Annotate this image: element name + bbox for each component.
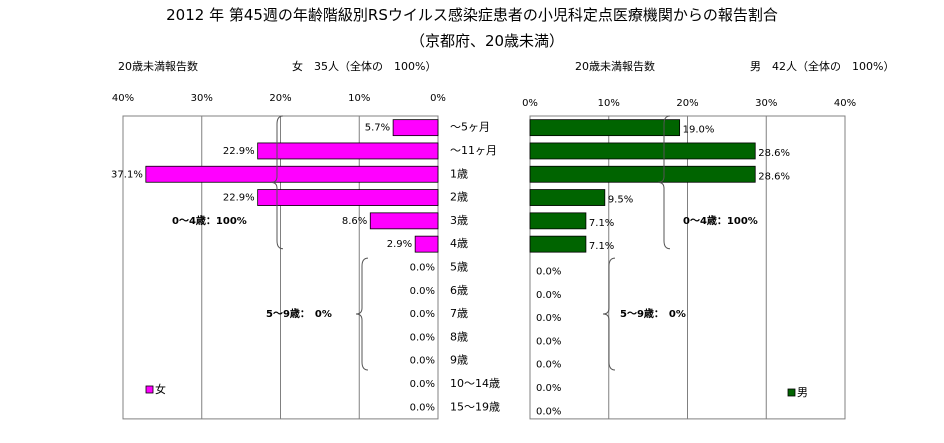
female-xtick-label: 20% (269, 93, 291, 104)
age-label: 15～19歳 (450, 400, 500, 413)
female-legend-swatch (145, 385, 154, 394)
female-annotation-0-4: 0～4歳：100% (172, 214, 247, 227)
male-data-label: 0.0% (536, 383, 561, 394)
female-xtick-label: 10% (348, 93, 370, 104)
female-data-label: 0.0% (410, 332, 435, 343)
age-label: 3歳 (450, 214, 468, 227)
female-data-label: 37.1% (111, 169, 143, 180)
female-data-label: 22.9% (223, 146, 255, 157)
female-header-label: 20歳未満報告数 (118, 60, 198, 73)
female-data-label: 0.0% (410, 356, 435, 367)
chart-subtitle: （京都府、20歳未満） (409, 32, 565, 50)
female-data-label: 0.0% (410, 309, 435, 320)
female-data-label: 0.0% (410, 262, 435, 273)
age-label: 5歳 (450, 260, 468, 273)
female-header-info: 女 35人（全体の 100%） (292, 60, 437, 73)
male-legend-swatch (787, 388, 796, 397)
male-data-label: 19.0% (683, 125, 715, 136)
age-label: 2歳 (450, 191, 468, 204)
male-data-label: 0.0% (536, 406, 561, 417)
age-label: 1歳 (450, 167, 468, 180)
male-xtick-label: 20% (676, 98, 698, 109)
male-bar (529, 165, 756, 183)
male-bar (529, 212, 587, 230)
male-bar (529, 235, 587, 253)
male-data-label: 7.1% (589, 241, 614, 252)
age-label: 9歳 (450, 354, 468, 367)
male-data-label: 0.0% (536, 360, 561, 371)
male-header-info: 男 42人（全体の 100%） (750, 60, 895, 73)
male-bar (529, 119, 681, 137)
female-xtick-label: 30% (191, 93, 213, 104)
male-legend-label: 男 (797, 386, 808, 399)
age-label: 4歳 (450, 237, 468, 250)
female-bar (257, 189, 439, 206)
female-brace-5-9 (355, 257, 369, 371)
age-label: ～11ヶ月 (450, 144, 497, 157)
male-data-label: 0.0% (536, 290, 561, 301)
female-data-label: 2.9% (387, 239, 412, 250)
female-bar (257, 142, 439, 160)
female-xtick-label: 40% (112, 93, 134, 104)
female-bar (414, 235, 439, 253)
male-xtick-label: 0% (522, 98, 538, 109)
male-header-label: 20歳未満報告数 (575, 60, 655, 73)
age-label: 10～14歳 (450, 377, 500, 390)
male-data-label: 0.0% (536, 336, 561, 347)
female-data-label: 22.9% (223, 193, 255, 204)
female-data-label: 0.0% (410, 379, 435, 390)
male-brace-5-9 (602, 257, 616, 371)
female-xtick-label: 0% (430, 93, 446, 104)
male-annotation-5-9: 5～9歳： 0% (620, 307, 686, 320)
age-label: ～5ヶ月 (450, 121, 490, 134)
female-bar (145, 165, 439, 183)
male-xtick-label: 10% (598, 98, 620, 109)
male-data-label: 28.6% (758, 148, 790, 159)
female-data-label: 5.7% (365, 123, 390, 134)
male-annotation-0-4: 0～4歳：100% (683, 214, 758, 227)
female-bar (369, 212, 439, 230)
male-xtick-label: 40% (834, 98, 856, 109)
chart-title: 2012 年 第45週の年齢階級別RSウイルス感染症患者の小児科定点医療機関から… (166, 6, 778, 24)
male-data-label: 7.1% (589, 218, 614, 229)
female-annotation-5-9: 5～9歳： 0% (266, 307, 332, 320)
male-data-label: 9.5% (608, 195, 633, 206)
male-bar (529, 189, 606, 206)
female-legend-label: 女 (155, 382, 166, 396)
female-bar (392, 119, 439, 137)
female-data-label: 8.6% (342, 216, 367, 227)
female-brace-0-4 (270, 115, 284, 250)
male-data-label: 0.0% (536, 313, 561, 324)
male-data-label: 0.0% (536, 266, 561, 277)
age-label: 8歳 (450, 330, 468, 343)
female-data-label: 0.0% (410, 286, 435, 297)
female-data-label: 0.0% (410, 402, 435, 413)
male-data-label: 28.6% (758, 171, 790, 182)
male-xtick-label: 30% (755, 98, 777, 109)
age-label: 7歳 (450, 307, 468, 320)
age-label: 6歳 (450, 284, 468, 297)
male-brace-0-4 (657, 115, 671, 250)
male-bar (529, 142, 756, 160)
